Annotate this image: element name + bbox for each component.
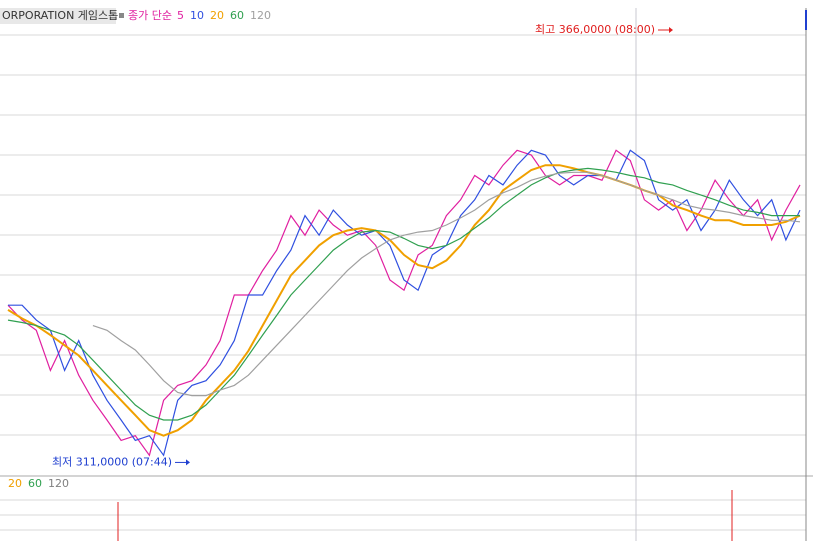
- legend-entry: 60: [230, 9, 244, 22]
- legend-subtitle: 종가 단순: [128, 9, 172, 22]
- legend-entry: 5: [177, 9, 184, 22]
- legend-entry: 120: [48, 477, 69, 490]
- annotation: 최고 366,0000 (08:00): [535, 23, 655, 36]
- legend-entry: 10: [190, 9, 204, 22]
- legend-entry: 20: [8, 477, 22, 490]
- chart-title: ORPORATION 게임스톱: [2, 9, 118, 22]
- legend-entry: 20: [210, 9, 224, 22]
- series-line: [7, 167, 800, 421]
- annotation-arrowhead: [669, 27, 673, 34]
- grid: [0, 34, 806, 531]
- legend-bullet: [119, 13, 124, 18]
- series-line: [92, 171, 801, 397]
- series-line: [7, 149, 801, 457]
- series-line: [7, 164, 801, 437]
- legend-entry: 60: [28, 477, 42, 490]
- series-line: [8, 149, 801, 457]
- legend-entry: 120: [250, 9, 271, 22]
- legend: 종가 단순 5 10 20 60 120: [128, 9, 271, 22]
- annotation-arrowhead: [186, 459, 190, 466]
- title-box: [0, 8, 116, 24]
- annotation: 최저 311,0000 (07:44): [52, 455, 172, 468]
- legend: 20 60 120: [8, 477, 69, 490]
